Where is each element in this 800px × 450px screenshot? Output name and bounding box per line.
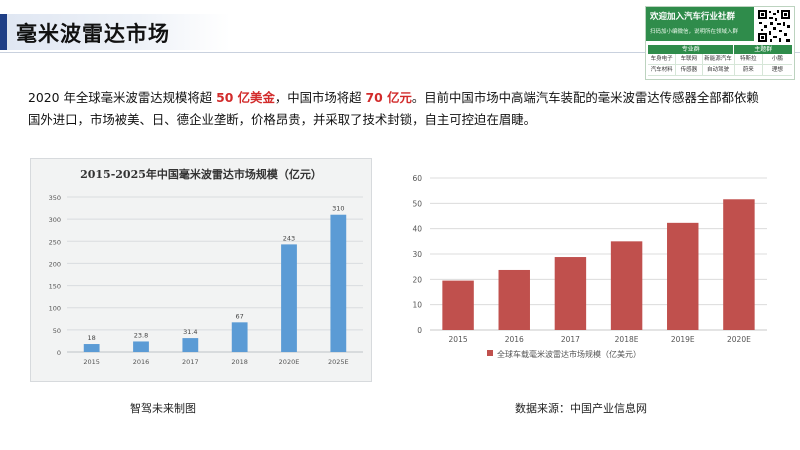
data-label: 23.8: [134, 331, 148, 339]
ad-row: 车身电子 车联网 新能源汽车 特斯拉 小鹏: [648, 54, 792, 65]
y-tick-label: 40: [412, 225, 422, 234]
bar: [182, 338, 199, 352]
community-ad-box[interactable]: 欢迎加入汽车行业社群 扫码加小编微信，说明所在领域入群 专业群 主题群 车身电子…: [645, 6, 795, 80]
y-tick-label: 10: [412, 301, 422, 310]
data-label: 31.4: [183, 328, 197, 336]
title-accent-bar: [0, 14, 7, 50]
x-tick-label: 2018: [231, 358, 248, 366]
x-tick-label: 2025E: [328, 358, 349, 366]
ad-cell[interactable]: 理想: [771, 67, 783, 73]
chart-title: 2015-2025年中国毫米波雷达市场规模（亿元）: [80, 168, 322, 181]
legend-label: 全球车载毫米波雷达市场规模（亿美元）: [497, 349, 641, 359]
ad-group-header-topic: 主题群: [734, 45, 792, 54]
y-tick-label: 50: [412, 199, 422, 208]
y-tick-label: 0: [57, 349, 61, 357]
highlight-global-value: 50 亿美金: [216, 90, 275, 105]
intro-paragraph: 2020 年全球毫米波雷达规模将超 50 亿美金，中国市场将超 70 亿元。目前…: [28, 87, 768, 131]
china-market-chart: 2015-2025年中国毫米波雷达市场规模（亿元） 0 50 100 150 200 25…: [30, 158, 372, 382]
ad-cell[interactable]: 小鹏: [771, 56, 783, 62]
x-tick-label: 2018E: [615, 335, 639, 344]
x-tick-label: 2020E: [279, 358, 300, 366]
paragraph-text: ，中国市场将超: [274, 90, 366, 105]
y-tick-label: 350: [49, 194, 61, 202]
x-tick-label: 2020E: [727, 335, 751, 344]
highlight-china-value: 70 亿元: [365, 90, 412, 105]
page-title: 毫米波雷达市场: [16, 22, 170, 46]
ad-cell[interactable]: 车身电子: [648, 54, 677, 64]
y-tick-label: 0: [417, 326, 422, 335]
y-tick-label: 250: [49, 238, 61, 246]
bar: [554, 257, 587, 330]
ad-cell[interactable]: 自动驾驶: [703, 65, 735, 75]
title-bar: 毫米波雷达市场: [0, 14, 230, 50]
bar: [442, 280, 474, 330]
ad-group-table: 专业群 主题群 车身电子 车联网 新能源汽车 特斯拉 小鹏 汽车材料 传感器 自…: [648, 45, 792, 76]
x-tick-label: 2016: [133, 358, 150, 366]
bar: [723, 199, 755, 330]
x-tick-label: 2017: [182, 358, 199, 366]
data-label: 243: [283, 234, 295, 242]
china-market-chart-plot: 0 50 100 150 200 250 300 350 2015 18 2016 23.8 2017 3…: [49, 194, 363, 366]
ad-cell[interactable]: 蔚来: [735, 65, 763, 75]
global-market-chart: 0 10 20 30 40 50 60 2015 2016 2017 2018E 2019E 2020E…: [395, 168, 775, 370]
ad-cell[interactable]: 新能源汽车: [703, 54, 735, 64]
y-tick-label: 150: [49, 283, 61, 291]
y-tick-label: 30: [412, 250, 422, 259]
y-tick-label: 60: [412, 174, 422, 183]
legend-swatch: [487, 350, 493, 356]
ad-cell[interactable]: 传感器: [676, 65, 703, 75]
qr-code-icon[interactable]: [757, 9, 791, 43]
x-tick-label: 2016: [505, 335, 524, 344]
bar: [231, 322, 248, 352]
ad-cell[interactable]: 特斯拉: [735, 54, 763, 64]
ad-title: 欢迎加入汽车行业社群: [650, 12, 736, 22]
x-tick-label: 2019E: [671, 335, 695, 344]
ad-group-header-pro: 专业群: [648, 45, 735, 54]
x-tick-label: 2017: [561, 335, 580, 344]
ad-header: 欢迎加入汽车行业社群 扫码加小编微信，说明所在领域入群: [646, 7, 754, 41]
ad-subtitle: 扫码加小编微信，说明所在领域入群: [650, 29, 739, 35]
y-tick-label: 300: [49, 216, 61, 224]
y-tick-label: 200: [49, 260, 61, 268]
x-tick-label: 2015: [83, 358, 100, 366]
paragraph-text: 2020 年全球毫米波雷达规模将超: [28, 90, 217, 105]
paragraph-text: 。目前中国市场中高端汽车装配的毫米波雷达传感器全部都依赖国外进口，市场被美、日、…: [28, 90, 759, 127]
caption-left: 智驾未来制图: [130, 402, 196, 415]
ad-row: 汽车材料 传感器 自动驾驶 蔚来 理想: [648, 65, 792, 76]
bar: [498, 269, 530, 330]
global-market-chart-plot: 0 10 20 30 40 50 60 2015 2016 2017 2018E 2019E 2020E…: [412, 174, 767, 359]
bar: [667, 222, 699, 330]
bar: [330, 214, 347, 352]
data-label: 67: [236, 312, 244, 320]
y-tick-label: 50: [53, 327, 61, 335]
y-tick-label: 100: [49, 305, 61, 313]
data-label: 18: [88, 334, 96, 342]
data-label: 310: [332, 205, 344, 213]
caption-right: 数据来源：中国产业信息网: [515, 402, 647, 415]
title-divider: [0, 52, 800, 53]
bar: [281, 244, 297, 352]
x-tick-label: 2015: [449, 335, 468, 344]
ad-cell[interactable]: 汽车材料: [648, 65, 677, 75]
ad-cell[interactable]: 车联网: [676, 54, 703, 64]
bar: [133, 341, 149, 352]
bar: [610, 241, 643, 330]
y-tick-label: 20: [412, 275, 422, 284]
bar: [83, 344, 100, 352]
